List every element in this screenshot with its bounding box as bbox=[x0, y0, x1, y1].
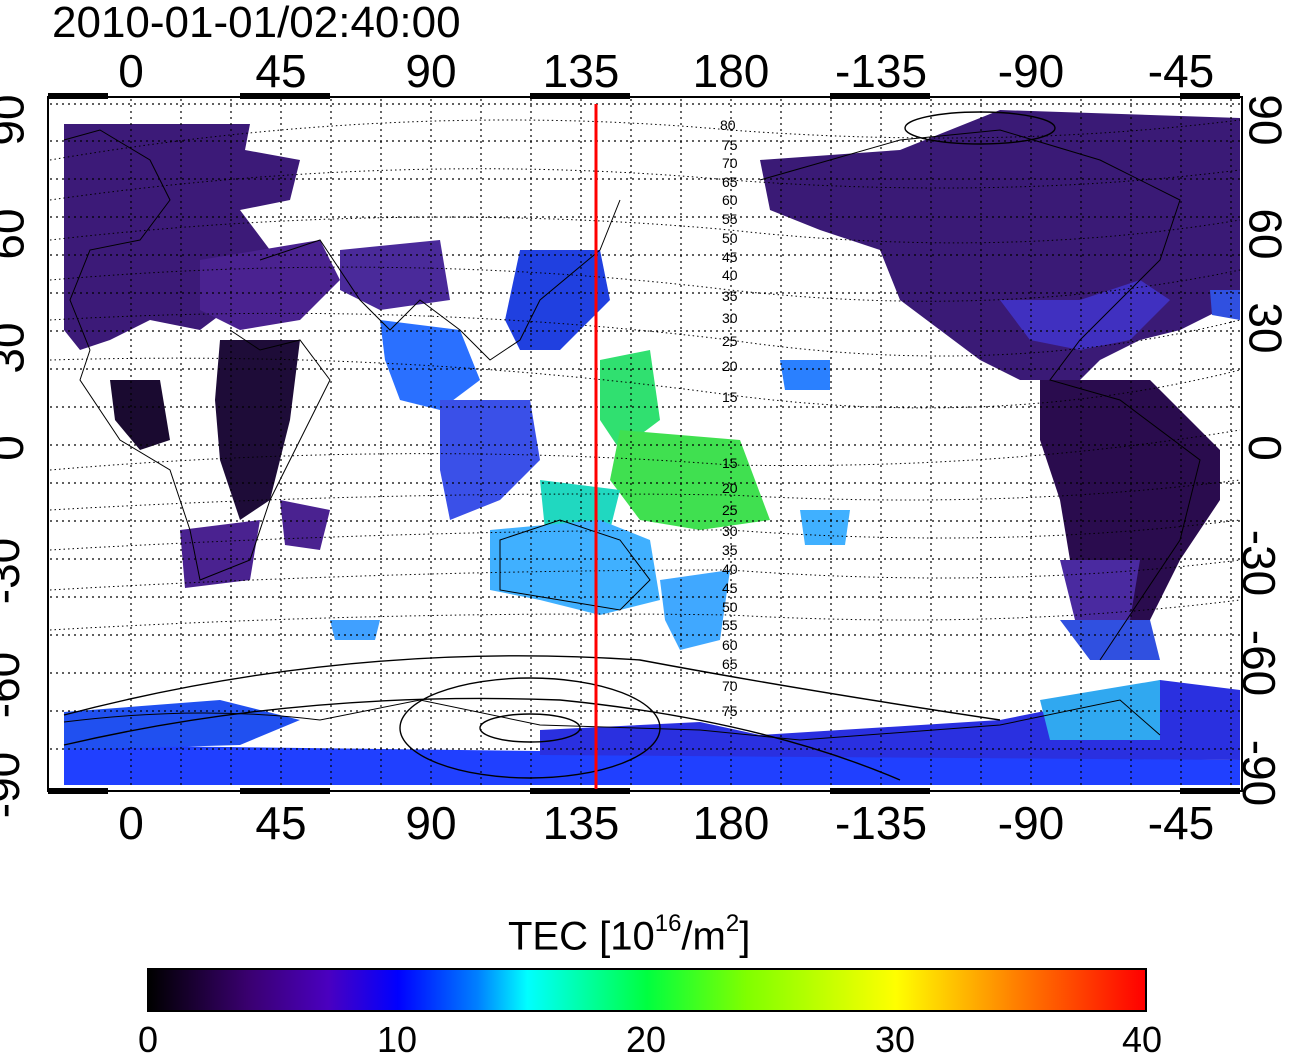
contour-label: 40 bbox=[722, 561, 738, 577]
x-tick-bottom: 135 bbox=[542, 797, 620, 849]
y-tick-left: -60 bbox=[0, 651, 30, 719]
y-tick-left: 90 bbox=[0, 94, 34, 146]
geomagnetic-contours bbox=[49, 119, 1241, 631]
contour-label: 70 bbox=[722, 155, 738, 171]
x-tick-bottom: -135 bbox=[834, 797, 928, 849]
colorbar-tick: 40 bbox=[1121, 1019, 1163, 1060]
contour-label: 65 bbox=[722, 174, 738, 190]
contour-label: 55 bbox=[722, 211, 738, 227]
contour-label: 35 bbox=[722, 288, 738, 304]
south-pole-contours bbox=[63, 111, 1056, 781]
contour-label: 60 bbox=[722, 637, 738, 653]
contour-label: 15 bbox=[722, 455, 738, 471]
x-tick-top: 45 bbox=[255, 45, 307, 97]
colorbar-tick: 20 bbox=[625, 1019, 667, 1060]
contour-label: 60 bbox=[722, 192, 738, 208]
contour-label: 15 bbox=[722, 389, 738, 405]
contour-label: 40 bbox=[722, 267, 738, 283]
x-tick-top: -45 bbox=[1147, 45, 1215, 97]
contour-label: 20 bbox=[722, 358, 738, 374]
y-tick-right: -90 bbox=[1233, 739, 1286, 807]
colorbar-label-exp: 16 bbox=[654, 910, 682, 937]
contour-label: 80 bbox=[720, 117, 736, 133]
y-tick-left: -30 bbox=[0, 537, 30, 605]
y-tick-left: 30 bbox=[0, 322, 34, 374]
x-tick-top: 0 bbox=[118, 45, 144, 97]
contour-label: 65 bbox=[722, 656, 738, 672]
contour-label: 25 bbox=[722, 502, 738, 518]
contour-label: 45 bbox=[722, 249, 738, 265]
y-tick-right: 60 bbox=[1239, 208, 1292, 260]
contour-label: 75 bbox=[722, 137, 738, 153]
contour-label: 55 bbox=[722, 617, 738, 633]
x-tick-top: 90 bbox=[405, 45, 457, 97]
x-tick-bottom: -45 bbox=[1147, 797, 1215, 849]
colorbar bbox=[147, 968, 1147, 1012]
colorbar-label-main: TEC [10 bbox=[508, 914, 655, 959]
contour-label: 30 bbox=[722, 310, 738, 326]
contour-label: 25 bbox=[722, 333, 738, 349]
contour-label: 70 bbox=[722, 678, 738, 694]
coastlines bbox=[63, 129, 1201, 741]
y-tick-right: 30 bbox=[1239, 302, 1292, 354]
y-tick-left: -90 bbox=[0, 751, 30, 819]
y-tick-right: 0 bbox=[1238, 435, 1291, 461]
x-tick-top: -135 bbox=[834, 45, 928, 97]
contour-label: 30 bbox=[722, 523, 738, 539]
colorbar-tick: 30 bbox=[874, 1019, 916, 1060]
y-tick-right: -30 bbox=[1233, 529, 1286, 597]
contour-label: 20 bbox=[722, 480, 738, 496]
y-tick-right: 90 bbox=[1239, 94, 1292, 146]
colorbar-tick: 10 bbox=[376, 1019, 418, 1060]
graticule bbox=[50, 99, 1240, 789]
x-tick-bottom: 0 bbox=[118, 797, 144, 849]
x-tick-bottom: 180 bbox=[692, 797, 770, 849]
x-tick-top: 180 bbox=[692, 45, 770, 97]
x-tick-bottom: -90 bbox=[997, 797, 1065, 849]
contour-label: 45 bbox=[722, 580, 738, 596]
frame-bars bbox=[48, 93, 1240, 794]
y-tick-left: 60 bbox=[0, 208, 34, 260]
contour-label-group: 80 75 70 65 60 55 50 45 40 35 30 25 20 1… bbox=[720, 117, 738, 719]
x-tick-top: -90 bbox=[997, 45, 1065, 97]
colorbar-label-unit: /m bbox=[681, 914, 726, 959]
x-tick-top: 135 bbox=[542, 45, 620, 97]
colorbar-tick: 0 bbox=[137, 1019, 159, 1060]
y-tick-right: -60 bbox=[1233, 629, 1286, 697]
x-tick-bottom: 90 bbox=[405, 797, 457, 849]
y-tick-left: 0 bbox=[0, 435, 33, 461]
contour-label: 50 bbox=[722, 230, 738, 246]
map-title: 2010-01-01/02:40:00 bbox=[52, 0, 461, 47]
colorbar-label-exp2: 2 bbox=[725, 910, 740, 937]
contour-label: 75 bbox=[722, 703, 738, 719]
colorbar-label-end: ] bbox=[739, 914, 751, 959]
tec-data-patches bbox=[64, 110, 1240, 785]
contour-label: 50 bbox=[722, 599, 738, 615]
contour-label: 35 bbox=[722, 542, 738, 558]
x-tick-bottom: 45 bbox=[255, 797, 307, 849]
colorbar-title: TEC [1016/m2] bbox=[508, 906, 750, 958]
